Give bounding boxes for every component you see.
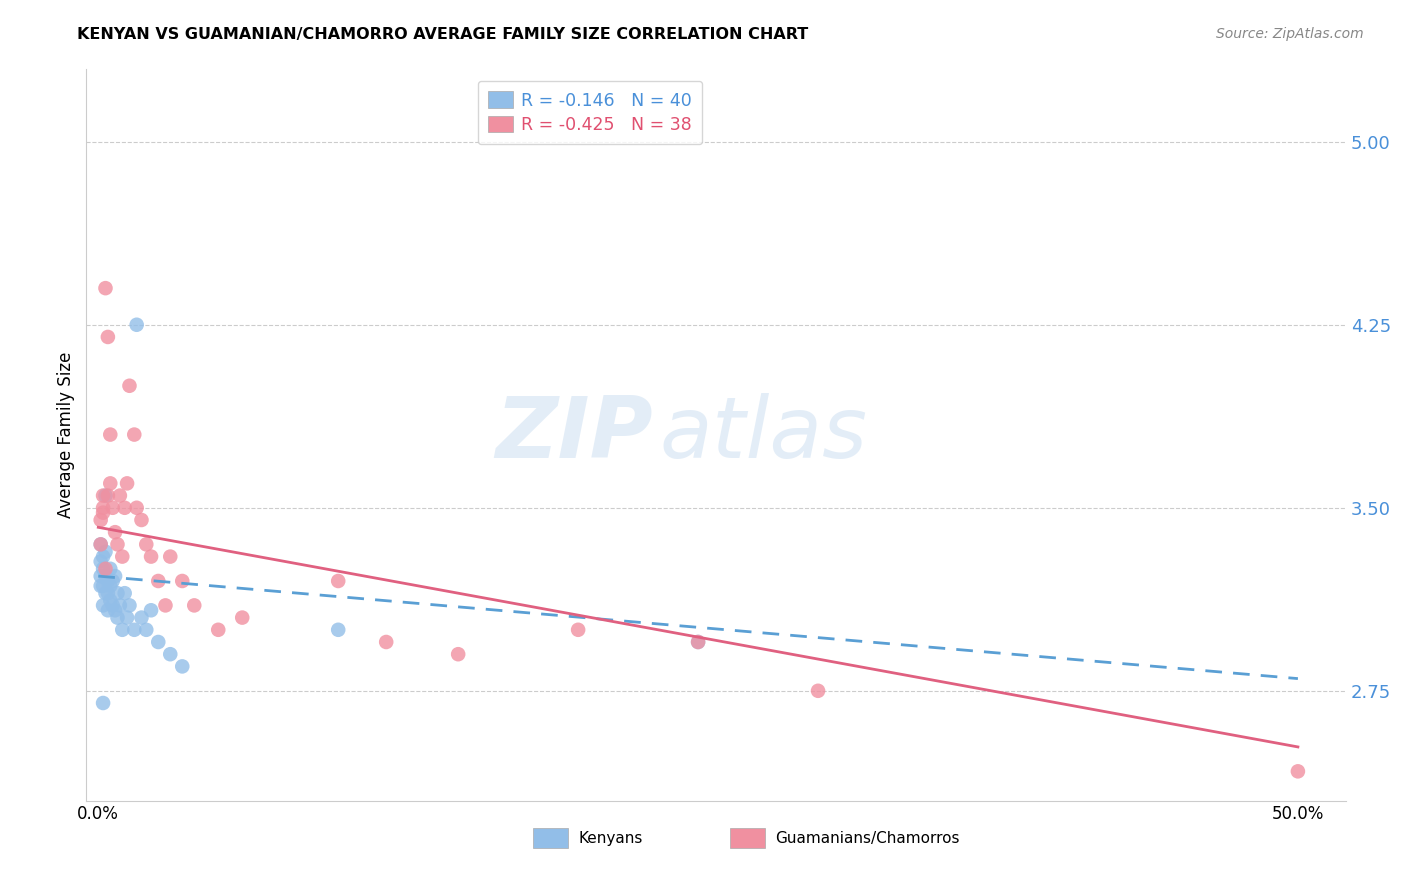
Point — [155, 599, 177, 613]
Point — [98, 593, 121, 607]
Point — [94, 489, 117, 503]
Point — [101, 500, 124, 515]
Point — [148, 635, 170, 649]
Point — [108, 489, 131, 503]
Point — [139, 603, 162, 617]
Point — [447, 647, 470, 661]
Text: ZIP: ZIP — [495, 393, 654, 476]
Point — [98, 427, 121, 442]
Text: Source: ZipAtlas.com: Source: ZipAtlas.com — [1216, 27, 1364, 41]
Point — [328, 623, 350, 637]
Point — [688, 635, 710, 649]
Point — [94, 562, 117, 576]
Point — [328, 574, 350, 588]
Point — [97, 603, 120, 617]
Point — [97, 586, 120, 600]
Point — [90, 513, 112, 527]
Point — [807, 683, 830, 698]
Point — [91, 599, 114, 613]
Point — [107, 537, 129, 551]
Point — [91, 579, 114, 593]
Point — [90, 569, 112, 583]
Point — [135, 537, 157, 551]
Point — [97, 489, 120, 503]
Text: Guamanians/Chamorros: Guamanians/Chamorros — [775, 831, 960, 847]
Point — [98, 476, 121, 491]
Point — [688, 635, 710, 649]
Point — [375, 635, 398, 649]
Text: atlas: atlas — [659, 393, 868, 476]
Point — [148, 574, 170, 588]
Point — [91, 562, 114, 576]
Text: Kenyans: Kenyans — [578, 831, 643, 847]
Point — [101, 574, 124, 588]
Point — [91, 549, 114, 564]
Point — [104, 569, 127, 583]
Point — [91, 696, 114, 710]
Point — [115, 610, 138, 624]
Point — [90, 537, 112, 551]
Point — [97, 574, 120, 588]
Point — [118, 378, 141, 392]
Point — [135, 623, 157, 637]
Point — [107, 610, 129, 624]
Point — [115, 476, 138, 491]
Point — [90, 537, 112, 551]
Point — [94, 586, 117, 600]
Point — [172, 574, 194, 588]
Text: KENYAN VS GUAMANIAN/CHAMORRO AVERAGE FAMILY SIZE CORRELATION CHART: KENYAN VS GUAMANIAN/CHAMORRO AVERAGE FAM… — [77, 27, 808, 42]
Point — [124, 427, 146, 442]
Point — [207, 623, 229, 637]
Point — [125, 318, 148, 332]
Point — [125, 500, 148, 515]
Point — [231, 610, 253, 624]
Point — [159, 647, 181, 661]
Point — [567, 623, 589, 637]
Point — [90, 554, 112, 568]
Point — [97, 330, 120, 344]
Point — [94, 281, 117, 295]
Y-axis label: Average Family Size: Average Family Size — [58, 351, 75, 517]
Point — [159, 549, 181, 564]
Point — [139, 549, 162, 564]
Point — [114, 500, 136, 515]
Point — [124, 623, 146, 637]
Point — [91, 500, 114, 515]
Point — [131, 610, 153, 624]
Point — [172, 659, 194, 673]
Point — [90, 579, 112, 593]
Point — [114, 586, 136, 600]
Point — [98, 562, 121, 576]
Point — [104, 525, 127, 540]
Point — [131, 513, 153, 527]
Point — [94, 545, 117, 559]
Point — [94, 569, 117, 583]
Point — [91, 506, 114, 520]
Point — [111, 549, 134, 564]
Point — [107, 586, 129, 600]
Point — [118, 599, 141, 613]
Legend: R = -0.146   N = 40, R = -0.425   N = 38: R = -0.146 N = 40, R = -0.425 N = 38 — [478, 81, 703, 145]
Point — [1286, 764, 1309, 779]
Point — [111, 623, 134, 637]
Point — [104, 603, 127, 617]
Point — [108, 599, 131, 613]
Point — [91, 489, 114, 503]
Point — [98, 579, 121, 593]
Point — [101, 599, 124, 613]
Point — [183, 599, 205, 613]
